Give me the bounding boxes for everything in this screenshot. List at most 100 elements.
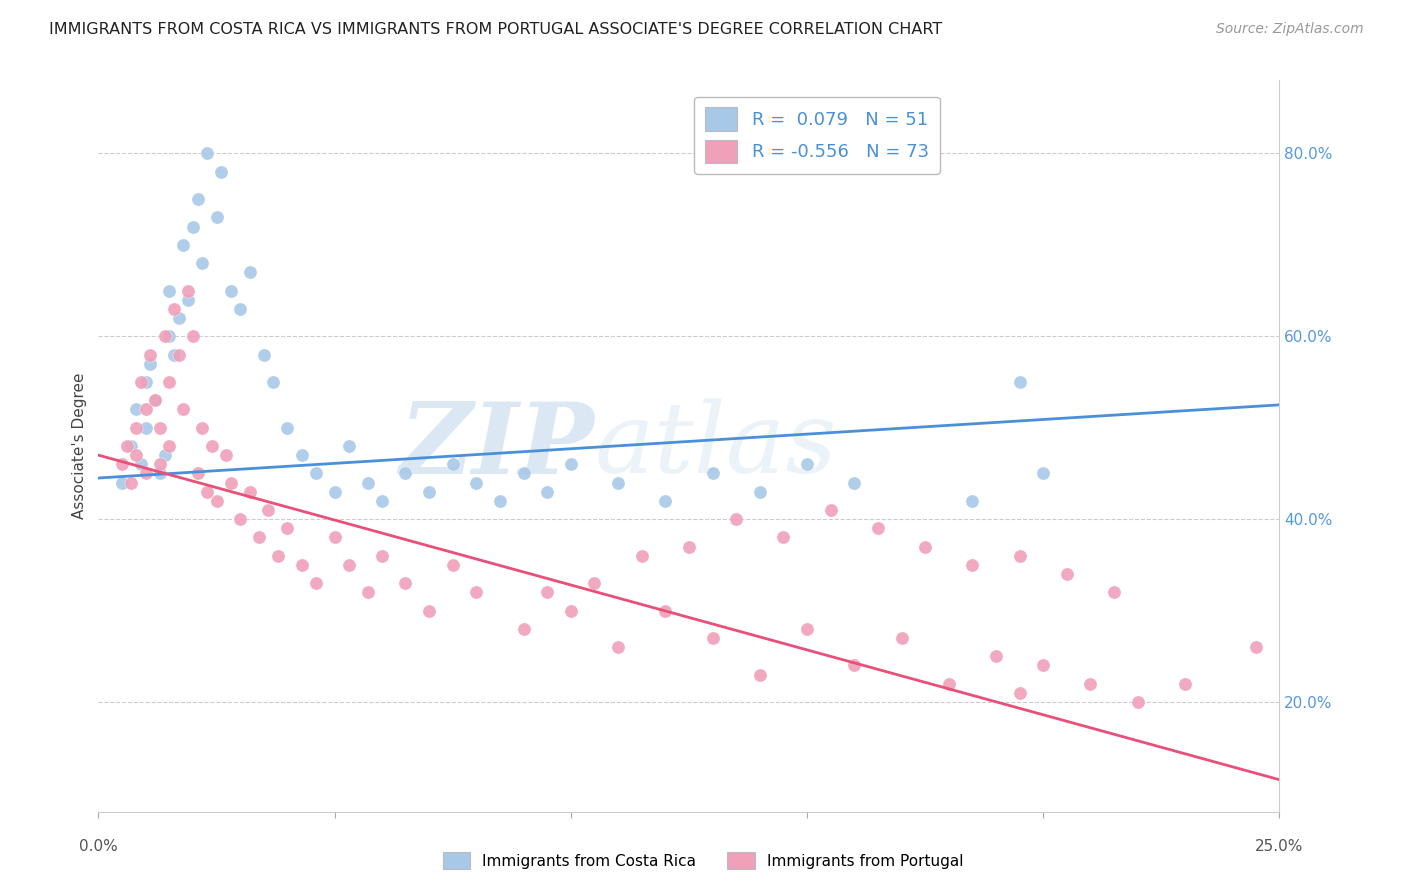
Point [187, 467, 209, 481]
Point [157, 284, 180, 298]
Point [1032, 658, 1054, 673]
Point [1080, 676, 1102, 690]
Point [1056, 567, 1078, 582]
Point [172, 402, 194, 417]
Point [820, 503, 842, 517]
Point [305, 467, 328, 481]
Point [290, 448, 312, 462]
Point [153, 448, 176, 462]
Point [172, 238, 194, 252]
Point [441, 558, 464, 572]
Point [371, 494, 394, 508]
Point [191, 256, 214, 270]
Point [201, 439, 224, 453]
Point [607, 640, 630, 655]
Point [512, 467, 534, 481]
Point [465, 475, 488, 490]
Point [239, 265, 262, 279]
Point [205, 494, 228, 508]
Point [1174, 676, 1197, 690]
Point [441, 457, 464, 471]
Point [357, 475, 380, 490]
Point [181, 329, 204, 343]
Point [257, 503, 280, 517]
Point [205, 211, 228, 225]
Point [195, 484, 218, 499]
Point [512, 622, 534, 636]
Point [262, 375, 284, 389]
Point [357, 585, 380, 599]
Point [219, 475, 242, 490]
Y-axis label: Associate's Degree: Associate's Degree [72, 373, 87, 519]
Point [239, 484, 262, 499]
Point [157, 439, 180, 453]
Point [267, 549, 290, 563]
Point [748, 484, 770, 499]
Point [167, 348, 190, 362]
Point [654, 494, 676, 508]
Point [115, 439, 138, 453]
Point [163, 301, 186, 316]
Point [489, 494, 512, 508]
Point [135, 402, 157, 417]
Point [229, 301, 252, 316]
Point [1126, 695, 1149, 709]
Point [135, 421, 157, 435]
Legend: R =  0.079   N = 51, R = -0.556   N = 73: R = 0.079 N = 51, R = -0.556 N = 73 [695, 96, 939, 174]
Point [796, 622, 818, 636]
Point [149, 467, 172, 481]
Point [630, 549, 652, 563]
Point [1032, 467, 1054, 481]
Point [536, 484, 558, 499]
Point [149, 457, 172, 471]
Point [143, 393, 166, 408]
Point [1244, 640, 1267, 655]
Point [536, 585, 558, 599]
Point [276, 521, 298, 535]
Point [323, 484, 346, 499]
Point [394, 467, 416, 481]
Point [323, 530, 346, 544]
Point [607, 475, 630, 490]
Point [129, 457, 152, 471]
Point [177, 284, 200, 298]
Point [796, 457, 818, 471]
Point [219, 284, 242, 298]
Point [195, 146, 218, 161]
Point [678, 540, 700, 554]
Point [276, 421, 298, 435]
Point [121, 439, 143, 453]
Point [153, 329, 176, 343]
Point [702, 631, 724, 645]
Point [844, 658, 866, 673]
Point [290, 558, 312, 572]
Point [418, 484, 440, 499]
Point [167, 311, 190, 326]
Point [129, 375, 152, 389]
Point [337, 558, 360, 572]
Point [938, 676, 960, 690]
Point [583, 576, 606, 591]
Point [157, 375, 180, 389]
Point [418, 603, 440, 617]
Point [772, 530, 794, 544]
Point [394, 576, 416, 591]
Point [962, 558, 984, 572]
Point [215, 448, 238, 462]
Point [111, 475, 134, 490]
Point [844, 475, 866, 490]
Point [143, 393, 166, 408]
Point [187, 192, 209, 206]
Point [465, 585, 488, 599]
Point [247, 530, 270, 544]
Point [1008, 549, 1031, 563]
Point [371, 549, 394, 563]
Point [748, 667, 770, 681]
Point [914, 540, 936, 554]
Point [1008, 375, 1031, 389]
Point [229, 512, 252, 526]
Point [139, 348, 162, 362]
Legend: Immigrants from Costa Rica, Immigrants from Portugal: Immigrants from Costa Rica, Immigrants f… [437, 846, 969, 875]
Point [135, 467, 157, 481]
Point [1102, 585, 1125, 599]
